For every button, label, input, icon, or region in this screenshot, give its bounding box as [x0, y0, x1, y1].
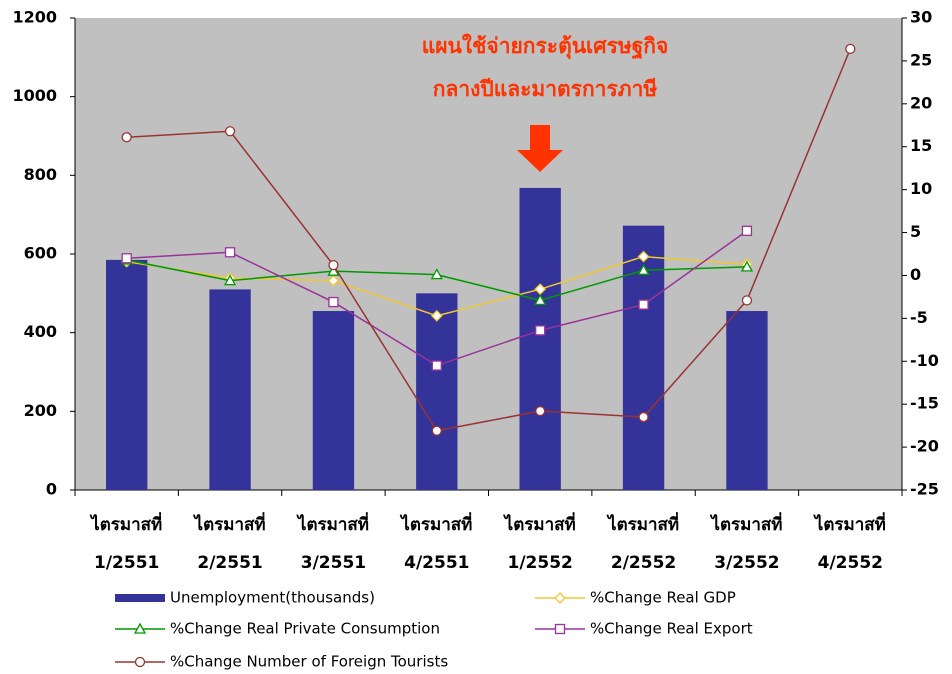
x-tick-label: ไตรมาสที่ — [503, 512, 576, 535]
legend-label: %Change Real GDP — [590, 589, 736, 607]
y2-tick-label: -15 — [910, 394, 939, 413]
y-tick-label: 600 — [24, 244, 57, 263]
y2-tick-label: -10 — [910, 351, 939, 370]
point — [430, 309, 443, 322]
y2-tick-label: 5 — [910, 222, 921, 241]
bar — [106, 259, 148, 490]
y-tick-label: 1200 — [12, 8, 57, 27]
y2-tick-label: 25 — [910, 50, 932, 69]
point — [741, 225, 753, 236]
point — [740, 260, 754, 272]
point — [431, 360, 442, 371]
y2-tick-label: 10 — [910, 179, 932, 198]
point — [121, 132, 132, 143]
y2-tick-label: -20 — [910, 437, 939, 456]
y2-tick-label: 20 — [910, 93, 932, 112]
y2-tick-label: 15 — [910, 136, 932, 155]
point — [535, 405, 546, 417]
point — [223, 274, 237, 286]
legend-label: %Change Real Private Consumption — [170, 620, 440, 638]
x-tick-label: ไตรมาสที่ — [193, 512, 266, 535]
point — [121, 253, 132, 264]
point — [431, 425, 442, 436]
point — [328, 296, 339, 308]
point — [430, 268, 443, 280]
bar — [416, 293, 458, 490]
annotation-arrow — [517, 125, 563, 172]
point — [327, 264, 340, 276]
point — [554, 623, 566, 635]
x-tick-label: ไตรมาสที่ — [813, 512, 886, 535]
x-tick-label: ไตรมาสที่ — [606, 512, 679, 535]
annotation: กลางปีและมาตรการภาษี — [433, 77, 658, 101]
x-tick-label: 2/2551 — [197, 553, 262, 573]
point — [741, 295, 753, 306]
series-line — [126, 48, 852, 432]
y-tick-label: 200 — [24, 401, 57, 420]
x-tick-label: ไตรมาสที่ — [296, 512, 369, 535]
y-tick-label: 800 — [24, 165, 57, 184]
y2-tick-label: -5 — [910, 308, 928, 327]
x-tick-label: ไตรมาสที่ — [89, 512, 162, 535]
point — [327, 274, 340, 287]
point — [134, 656, 146, 668]
legend-label: %Change Number of Foreign Tourists — [170, 653, 448, 671]
y-tick-label: 0 — [46, 480, 57, 499]
point — [133, 622, 147, 634]
y2-tick-label: 0 — [910, 265, 921, 284]
bar — [209, 289, 251, 490]
x-tick-label: ไตรมาสที่ — [709, 512, 782, 535]
point — [845, 43, 856, 55]
bar — [726, 311, 768, 490]
point — [638, 411, 649, 423]
point — [535, 325, 546, 336]
x-tick-label: 3/2551 — [301, 553, 366, 573]
point — [224, 126, 236, 137]
y-tick-label: 1000 — [12, 86, 57, 105]
point — [328, 260, 339, 271]
x-tick-label: 1/2551 — [94, 553, 159, 573]
y2-tick-label: -25 — [910, 480, 939, 499]
point — [224, 247, 236, 258]
legend-swatch — [115, 594, 165, 602]
x-tick-label: 4/2552 — [818, 553, 883, 573]
bar — [312, 311, 355, 490]
bar — [519, 187, 561, 491]
point — [638, 299, 649, 310]
y2-tick-label: 30 — [910, 8, 932, 27]
legend-label: Unemployment(thousands) — [170, 589, 375, 607]
point — [637, 263, 650, 275]
x-tick-label: 2/2552 — [611, 553, 676, 573]
x-tick-label: ไตรมาสที่ — [399, 512, 472, 535]
point — [534, 294, 547, 305]
point — [637, 250, 650, 263]
legend-label: %Change Real Export — [590, 620, 753, 638]
x-tick-label: 1/2552 — [508, 553, 573, 573]
y-tick-label: 400 — [24, 322, 57, 341]
x-tick-label: 4/2551 — [404, 553, 469, 573]
point — [554, 592, 566, 604]
x-tick-label: 3/2552 — [714, 553, 779, 573]
annotation: แผนใช้จ่ายกระตุ้นเศรษฐกิจ — [422, 33, 669, 60]
